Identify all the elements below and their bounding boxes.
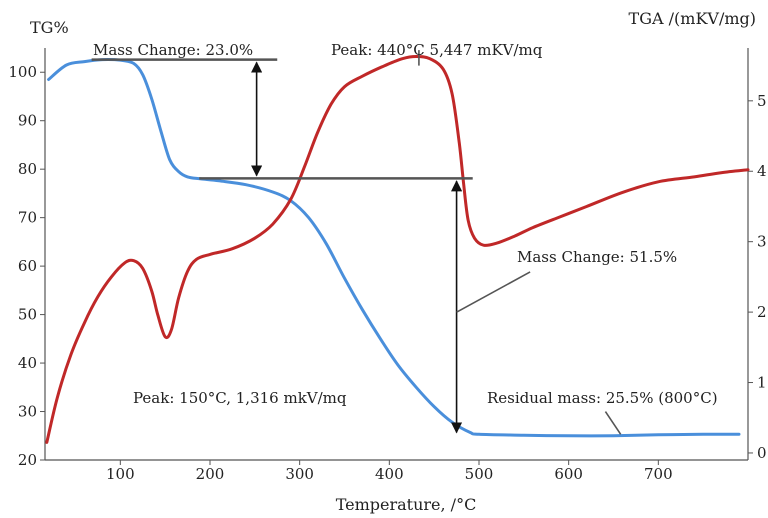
x-tick-label: 300 — [285, 465, 314, 483]
y-left-tick-label: 20 — [18, 451, 37, 469]
y-right-tick-label: 2 — [757, 303, 767, 321]
annotation-residual-mass: Residual mass: 25.5% (800°C) — [487, 389, 718, 407]
y-left-tick-label: 90 — [18, 112, 37, 130]
annotation-mass-change-51: Mass Change: 51.5% — [517, 248, 677, 266]
annotations: Mass Change: 23.0% Peak: 440°C 5,447 mKV/… — [91, 41, 718, 435]
x-tick-label: 400 — [375, 465, 404, 483]
y-right-tick-label: 5 — [757, 92, 767, 110]
tick-labels: 100 200 300 400 500 600 7002030405060708090100… — [8, 63, 766, 483]
y-right-title: TGA /(mKV/mg) — [629, 9, 756, 28]
y-left-tick-label: 60 — [18, 257, 37, 275]
y-left-title: TG% — [30, 18, 69, 37]
y-left-tick-label: 100 — [8, 63, 37, 81]
y-left-tick-label: 70 — [18, 209, 37, 227]
annotation-peak-440: Peak: 440°C 5,447 mKV/mq — [331, 41, 543, 59]
tga-dsc-line — [45, 55, 750, 444]
y-left-tick-label: 40 — [18, 354, 37, 372]
y-left-tick-label: 50 — [18, 306, 37, 324]
plot-frame — [44, 48, 749, 461]
residual-mass-leader — [604, 411, 622, 435]
x-tick-label: 700 — [644, 465, 673, 483]
y-left-tick-label: 30 — [18, 403, 37, 421]
x-tick-label: 100 — [106, 465, 135, 483]
y-right-tick-label: 1 — [757, 374, 767, 392]
y-right-tick-label: 0 — [757, 444, 767, 462]
annotation-mass-change-23: Mass Change: 23.0% — [93, 41, 253, 59]
y-right-tick-label: 3 — [757, 233, 767, 251]
x-axis-label: Temperature, /°C — [336, 495, 477, 514]
x-tick-label: 600 — [554, 465, 583, 483]
y-right-tick-label: 4 — [757, 162, 767, 180]
tg-mass-line — [47, 58, 741, 438]
data-series — [45, 55, 750, 444]
x-tick-label: 500 — [465, 465, 494, 483]
x-tick-label: 200 — [196, 465, 225, 483]
mass-change-51-leader — [456, 271, 531, 313]
y-left-tick-label: 80 — [18, 160, 37, 178]
annotation-peak-150: Peak: 150°C, 1,316 mkV/mq — [133, 389, 347, 407]
